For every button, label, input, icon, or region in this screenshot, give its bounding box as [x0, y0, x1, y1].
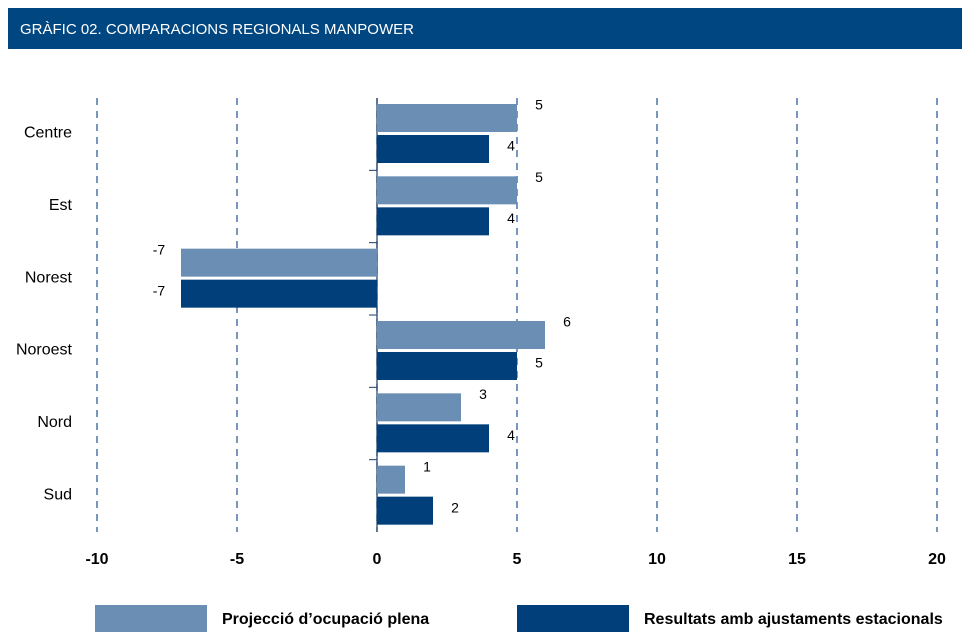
- bar: [377, 207, 489, 236]
- value-label: 2: [451, 499, 459, 515]
- value-label: 5: [535, 355, 543, 371]
- bar: [377, 465, 405, 494]
- x-tick-label: 15: [788, 551, 806, 568]
- bar: [377, 135, 489, 163]
- x-tick-label: 20: [928, 551, 946, 568]
- bar: [377, 496, 433, 525]
- value-label: -7: [153, 282, 166, 298]
- value-label: 4: [507, 138, 515, 154]
- bar: [377, 393, 461, 422]
- value-label: 4: [507, 427, 515, 443]
- legend-label: Resultats amb ajustaments estacionals: [644, 611, 943, 628]
- chart-title: GRÀFIC 02. COMPARACIONS REGIONALS MANPOW…: [20, 21, 414, 38]
- value-label: 1: [423, 458, 431, 474]
- bar: [377, 104, 517, 132]
- value-label: 6: [563, 314, 571, 330]
- value-label: 5: [535, 169, 543, 185]
- x-tick-label: 10: [648, 551, 666, 568]
- value-label: 4: [507, 210, 515, 226]
- x-tick-label: 5: [513, 551, 522, 568]
- bar: [377, 424, 489, 453]
- y-tick-label: Noroest: [16, 342, 73, 359]
- legend-swatch: [517, 605, 629, 632]
- bar: [377, 176, 517, 205]
- bar: [377, 352, 517, 380]
- bar: [377, 321, 545, 349]
- value-label: 5: [535, 97, 543, 113]
- x-tick-label: -5: [230, 551, 244, 568]
- title-band: [8, 8, 962, 49]
- bar: [181, 248, 377, 277]
- x-tick-label: -10: [85, 551, 108, 568]
- y-tick-label: Nord: [37, 414, 72, 431]
- y-tick-label: Norest: [25, 269, 73, 286]
- legend-label: Projecció d’ocupació plena: [222, 611, 429, 628]
- x-tick-label: 0: [373, 551, 382, 568]
- bar: [181, 279, 377, 308]
- legend-swatch: [95, 605, 207, 632]
- y-tick-label: Est: [49, 197, 73, 214]
- value-label: 3: [479, 386, 487, 402]
- y-tick-label: Sud: [44, 486, 72, 503]
- value-label: -7: [153, 241, 166, 257]
- y-tick-label: Centre: [24, 125, 72, 142]
